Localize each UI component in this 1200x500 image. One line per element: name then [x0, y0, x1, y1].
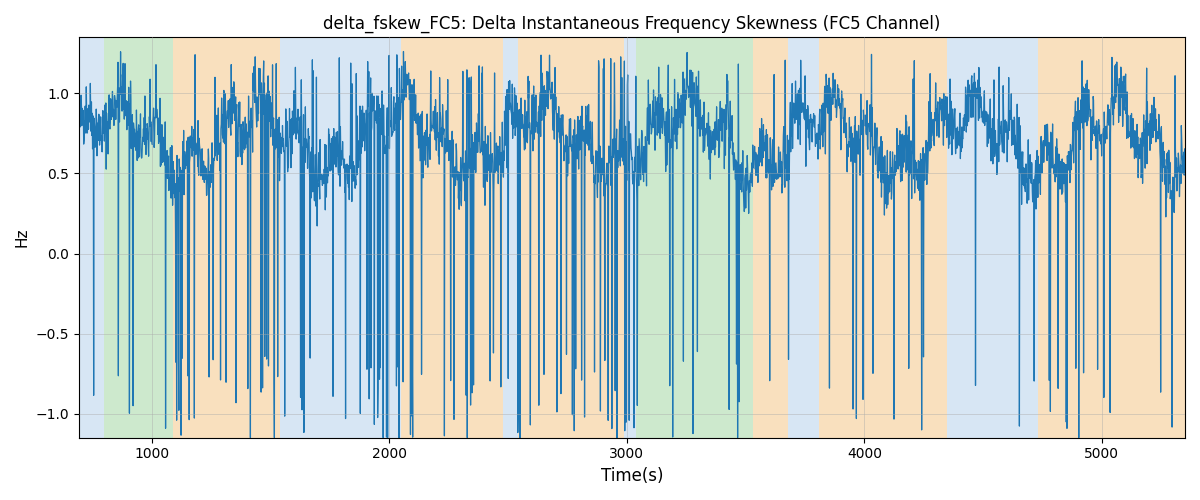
Bar — [503, 38, 517, 438]
X-axis label: Time(s): Time(s) — [601, 467, 664, 485]
Bar — [752, 38, 788, 438]
Bar — [1038, 38, 1186, 438]
Bar — [299, 38, 401, 438]
Bar — [79, 38, 104, 438]
Bar — [173, 38, 280, 438]
Bar — [104, 38, 173, 438]
Bar — [517, 38, 624, 438]
Title: delta_fskew_FC5: Delta Instantaneous Frequency Skewness (FC5 Channel): delta_fskew_FC5: Delta Instantaneous Fre… — [323, 15, 941, 34]
Bar — [624, 38, 636, 438]
Bar — [788, 38, 820, 438]
Bar — [820, 38, 948, 438]
Bar — [948, 38, 1038, 438]
Y-axis label: Hz: Hz — [14, 228, 30, 248]
Bar — [401, 38, 503, 438]
Bar — [636, 38, 752, 438]
Bar — [280, 38, 299, 438]
